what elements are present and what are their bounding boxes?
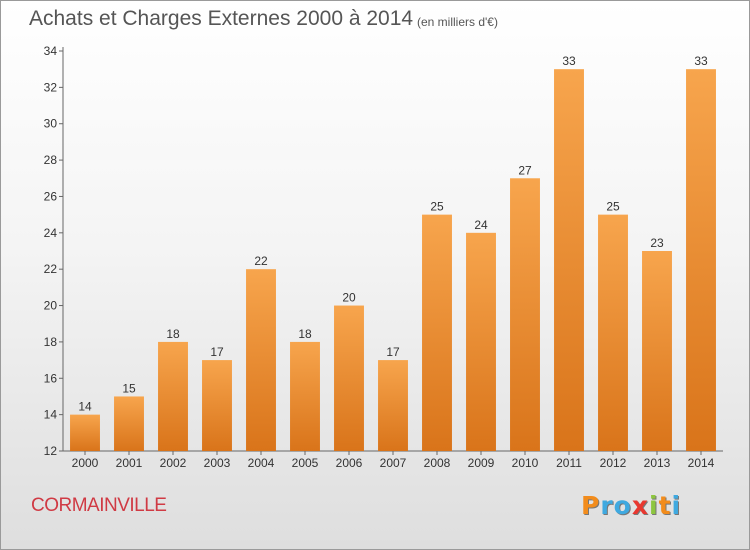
brand-letter: i (649, 491, 659, 520)
bar-value-label: 25 (606, 200, 620, 214)
bar (202, 360, 232, 451)
chart-title: Achats et Charges Externes 2000 à 2014 (29, 7, 414, 30)
x-tick-label: 2014 (688, 456, 715, 470)
x-tick-label: 2002 (160, 456, 187, 470)
x-tick-label: 2011 (556, 456, 582, 470)
chart-labels: 2000 14 2001 15 2002 18 2003 17 2004 22 2005 18 2006… (72, 54, 715, 470)
bar-value-label: 15 (122, 381, 136, 395)
bar-value-label: 22 (254, 254, 268, 268)
bar-value-label: 20 (342, 291, 356, 305)
bar-value-label: 18 (298, 327, 312, 341)
x-tick-label: 2001 (116, 456, 143, 470)
bar (598, 214, 628, 451)
y-tick-label: 30 (44, 117, 58, 131)
bar-value-label: 14 (78, 400, 92, 414)
brand-letter: x (631, 491, 649, 520)
bar (686, 69, 716, 451)
proxiti-logo[interactable]: Proxiti (581, 491, 681, 520)
bar (642, 251, 672, 451)
bar-value-label: 17 (210, 345, 224, 359)
bar-value-label: 18 (166, 327, 180, 341)
x-tick-label: 2008 (424, 456, 451, 470)
bar (246, 269, 276, 451)
bar (422, 214, 452, 451)
bar (466, 232, 496, 451)
bar (334, 305, 364, 451)
bar-value-label: 23 (650, 236, 664, 250)
x-tick-label: 2000 (72, 456, 99, 470)
brand-letter: r (600, 491, 614, 520)
bar (158, 341, 188, 451)
brand-letter: t (658, 491, 672, 520)
chart-subtitle: (en milliers d'€) (417, 15, 498, 29)
bar-value-label: 33 (562, 54, 576, 68)
bar (114, 396, 144, 451)
y-tick-label: 16 (44, 371, 58, 385)
x-tick-label: 2006 (336, 456, 363, 470)
x-tick-label: 2009 (468, 456, 495, 470)
y-tick-label: 32 (44, 80, 58, 94)
y-tick-label: 12 (44, 444, 58, 458)
y-tick-label: 14 (44, 408, 58, 422)
x-tick-label: 2003 (204, 456, 231, 470)
y-tick-label: 20 (44, 299, 58, 313)
y-tick-label: 34 (44, 44, 58, 58)
bar-value-label: 24 (474, 218, 488, 232)
x-tick-label: 2013 (644, 456, 671, 470)
bar (290, 341, 320, 451)
x-tick-label: 2010 (512, 456, 539, 470)
bar (554, 69, 584, 451)
brand-letter: o (613, 491, 632, 520)
y-tick-label: 28 (44, 153, 58, 167)
x-tick-label: 2007 (380, 456, 407, 470)
bar-value-label: 33 (694, 54, 708, 68)
y-tick-label: 22 (44, 262, 58, 276)
chart-bars (70, 69, 716, 452)
brand-letter: i (671, 491, 682, 520)
x-tick-label: 2005 (292, 456, 319, 470)
y-tick-label: 26 (44, 189, 58, 203)
bar-value-label: 27 (518, 163, 532, 177)
x-tick-label: 2004 (248, 456, 275, 470)
bar (70, 414, 100, 451)
bar-value-label: 25 (430, 200, 444, 214)
brand-letter: P (581, 491, 601, 520)
bar-value-label: 17 (386, 345, 400, 359)
bar (378, 360, 408, 451)
y-tick-label: 18 (44, 335, 58, 349)
commune-name: CORMAINVILLE (31, 495, 167, 516)
y-tick-label: 24 (44, 226, 58, 240)
bar (510, 178, 540, 452)
x-tick-label: 2012 (600, 456, 627, 470)
